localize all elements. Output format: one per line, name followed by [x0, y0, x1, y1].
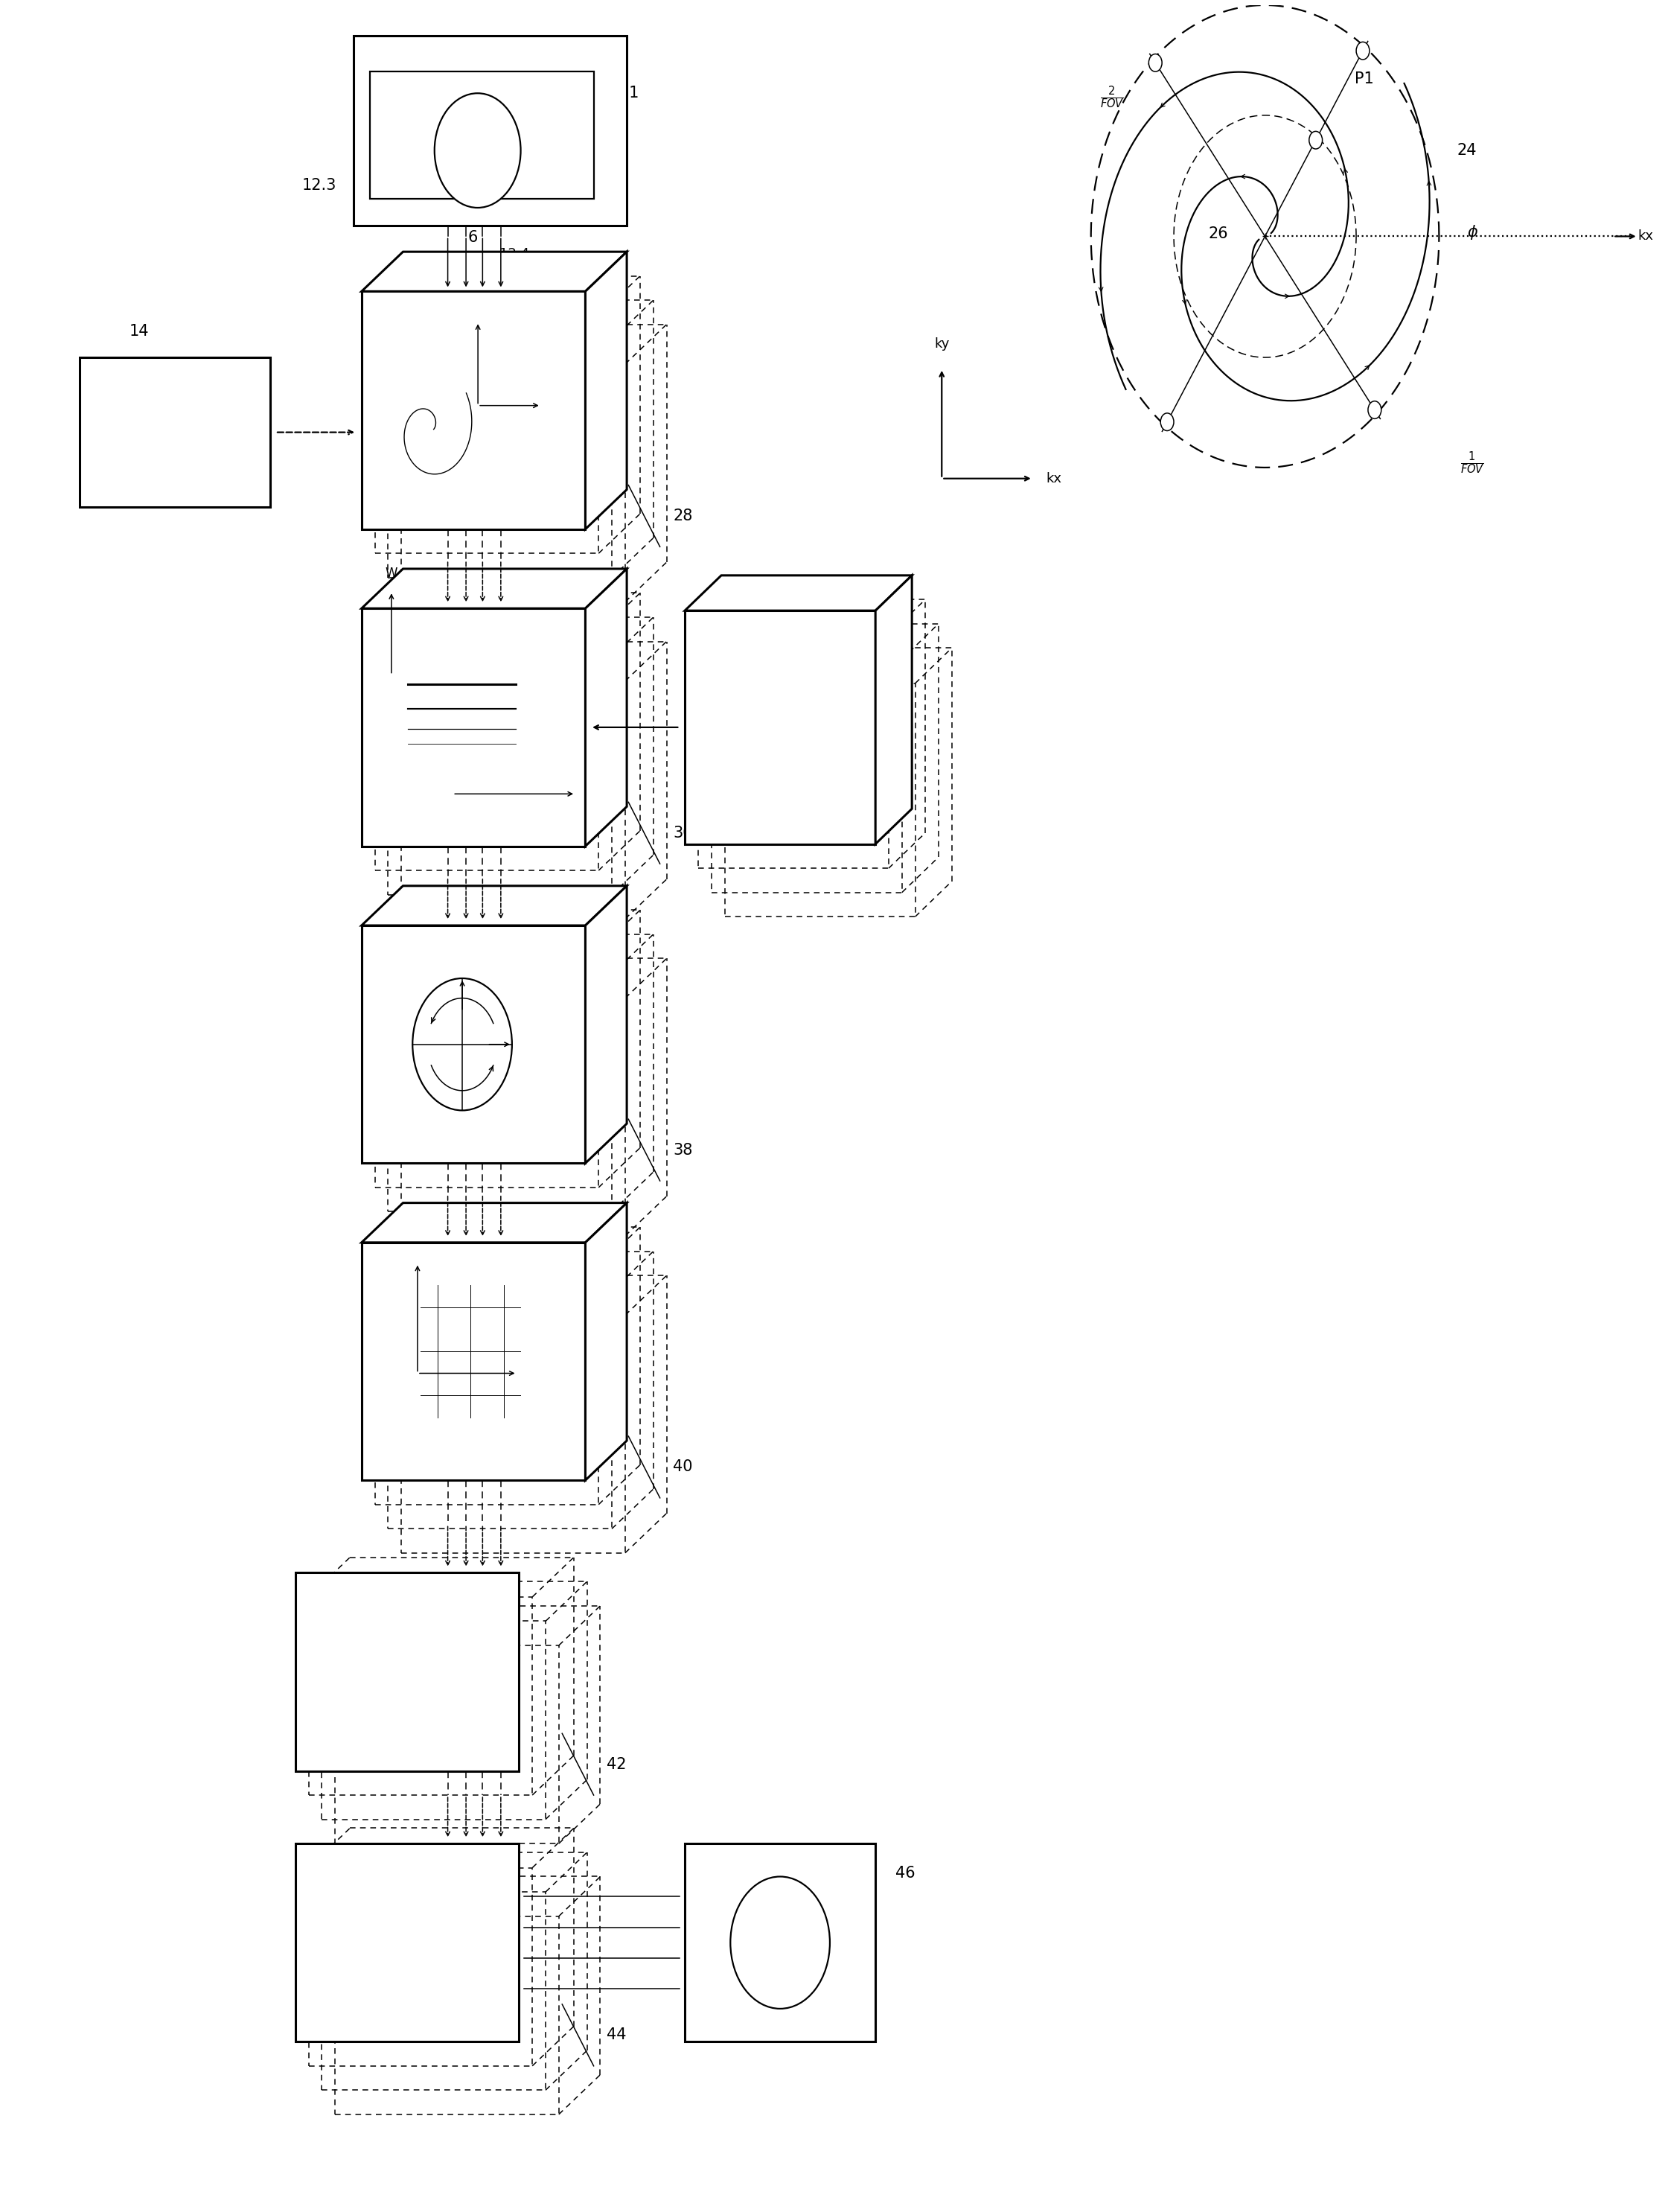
- Text: 24: 24: [1458, 144, 1476, 157]
- Text: 26: 26: [1209, 226, 1229, 241]
- Polygon shape: [362, 252, 627, 292]
- Text: 12.2: 12.2: [384, 46, 417, 62]
- Text: $\phi$: $\phi$: [1468, 223, 1478, 241]
- Text: 44: 44: [607, 2028, 627, 2042]
- Text: 28: 28: [674, 509, 692, 524]
- Circle shape: [1368, 400, 1381, 418]
- Text: $\phi$: $\phi$: [479, 785, 490, 803]
- Polygon shape: [362, 885, 627, 925]
- Polygon shape: [585, 1203, 627, 1480]
- Text: ky: ky: [472, 299, 484, 312]
- Polygon shape: [362, 568, 627, 608]
- Text: ky: ky: [410, 1241, 424, 1252]
- Text: 14: 14: [130, 323, 148, 338]
- Polygon shape: [80, 358, 270, 507]
- Text: 6: 6: [467, 230, 477, 246]
- Polygon shape: [686, 1843, 876, 2042]
- Polygon shape: [686, 611, 876, 845]
- Polygon shape: [686, 575, 912, 611]
- Polygon shape: [362, 1243, 585, 1480]
- Polygon shape: [295, 1843, 519, 2042]
- Circle shape: [731, 1876, 831, 2008]
- Text: kx: kx: [1046, 471, 1063, 484]
- Text: W: W: [769, 717, 792, 739]
- Circle shape: [1149, 53, 1163, 71]
- Polygon shape: [585, 885, 627, 1164]
- Polygon shape: [362, 925, 585, 1164]
- Text: 46: 46: [896, 1867, 916, 1880]
- Text: 42: 42: [607, 1756, 627, 1772]
- Polygon shape: [354, 35, 627, 226]
- Text: $\frac{2}{FOV}$: $\frac{2}{FOV}$: [1101, 84, 1124, 111]
- Text: 12.4: 12.4: [499, 248, 529, 261]
- Text: FFT: FFT: [389, 1663, 425, 1681]
- Circle shape: [434, 93, 520, 208]
- Polygon shape: [585, 568, 627, 847]
- Text: kx: kx: [525, 1367, 539, 1378]
- Text: 30: 30: [674, 825, 692, 841]
- Polygon shape: [295, 1573, 519, 1772]
- Text: P1: P1: [1354, 71, 1374, 86]
- Circle shape: [1161, 414, 1174, 431]
- Polygon shape: [370, 71, 594, 199]
- Circle shape: [1309, 131, 1323, 148]
- Polygon shape: [585, 252, 627, 529]
- Text: GRAD: GRAD: [145, 422, 205, 440]
- Text: 40: 40: [674, 1460, 692, 1475]
- Polygon shape: [362, 1203, 627, 1243]
- Text: 38: 38: [674, 1144, 692, 1157]
- Text: 12.3: 12.3: [302, 179, 337, 192]
- Polygon shape: [876, 575, 912, 845]
- Text: $\frac{1}{FOV}$: $\frac{1}{FOV}$: [1461, 451, 1485, 476]
- Text: W: W: [385, 566, 397, 580]
- Text: kx: kx: [1638, 230, 1653, 243]
- Polygon shape: [362, 608, 585, 847]
- Text: 12.1: 12.1: [605, 86, 641, 102]
- Text: ky: ky: [934, 338, 949, 352]
- Polygon shape: [362, 292, 585, 529]
- Circle shape: [412, 978, 512, 1110]
- Text: kx: kx: [547, 400, 560, 411]
- Circle shape: [1356, 42, 1369, 60]
